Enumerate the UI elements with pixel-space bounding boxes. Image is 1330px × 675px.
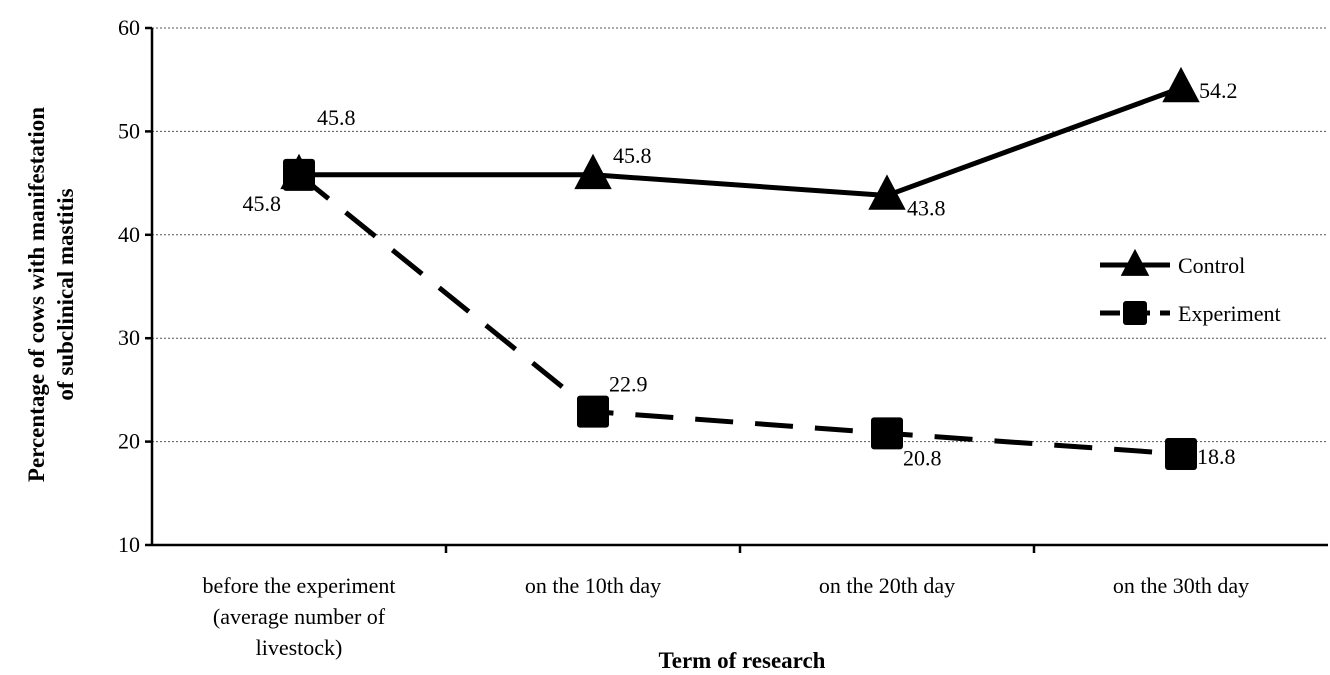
data-point-control: [1162, 66, 1200, 103]
x-tick-label: on the 20th day: [819, 573, 955, 598]
data-point-control: [574, 153, 612, 190]
label-layer: 45.8 45.8 43.8 54.2 45.8 22.9 20.8 18.8: [243, 78, 1238, 470]
y-axis-title: Percentage of cows with manifestation of …: [24, 107, 78, 482]
data-label: 20.8: [903, 445, 942, 470]
x-tick-label: before the experiment (average number of l…: [202, 573, 395, 660]
series-layer: [280, 66, 1200, 471]
data-label: 45.8: [243, 191, 282, 216]
axis-titles: Term of research Percentage of cows with …: [24, 107, 826, 673]
legend-label-experiment: Experiment: [1178, 301, 1281, 326]
y-tick-label: 40: [118, 222, 140, 247]
x-axis-title: Term of research: [659, 648, 826, 673]
y-tick-label: 60: [118, 15, 140, 40]
axis-layer: 10 20 30 40 50 60 before the experiment (averag…: [118, 15, 1328, 660]
legend: Control Experiment: [1100, 248, 1281, 326]
x-tick-label: on the 30th day: [1113, 573, 1249, 598]
data-point-experiment: [871, 417, 903, 450]
data-label: 45.8: [613, 143, 652, 168]
data-point-experiment: [577, 395, 609, 428]
data-label: 54.2: [1199, 78, 1238, 103]
data-point-experiment: [283, 158, 315, 191]
data-label: 43.8: [907, 196, 946, 221]
y-tick-label: 50: [118, 118, 140, 143]
series-line-control: [299, 85, 1182, 198]
x-tick-label: on the 10th day: [525, 573, 661, 598]
grid-layer: [152, 27, 1328, 443]
y-tick-label: 20: [118, 429, 140, 454]
legend-label-control: Control: [1178, 253, 1245, 278]
y-tick-label: 30: [118, 325, 140, 350]
data-point-experiment: [1165, 438, 1197, 471]
data-label: 18.8: [1197, 444, 1236, 469]
series-line-experiment: [297, 172, 1182, 457]
data-label: 22.9: [609, 372, 648, 397]
legend-marker-control: [1120, 248, 1150, 276]
data-label: 45.8: [317, 105, 356, 130]
data-point-control: [868, 174, 906, 210]
y-tick-label: 10: [118, 532, 140, 557]
legend-marker-experiment: [1123, 301, 1147, 325]
